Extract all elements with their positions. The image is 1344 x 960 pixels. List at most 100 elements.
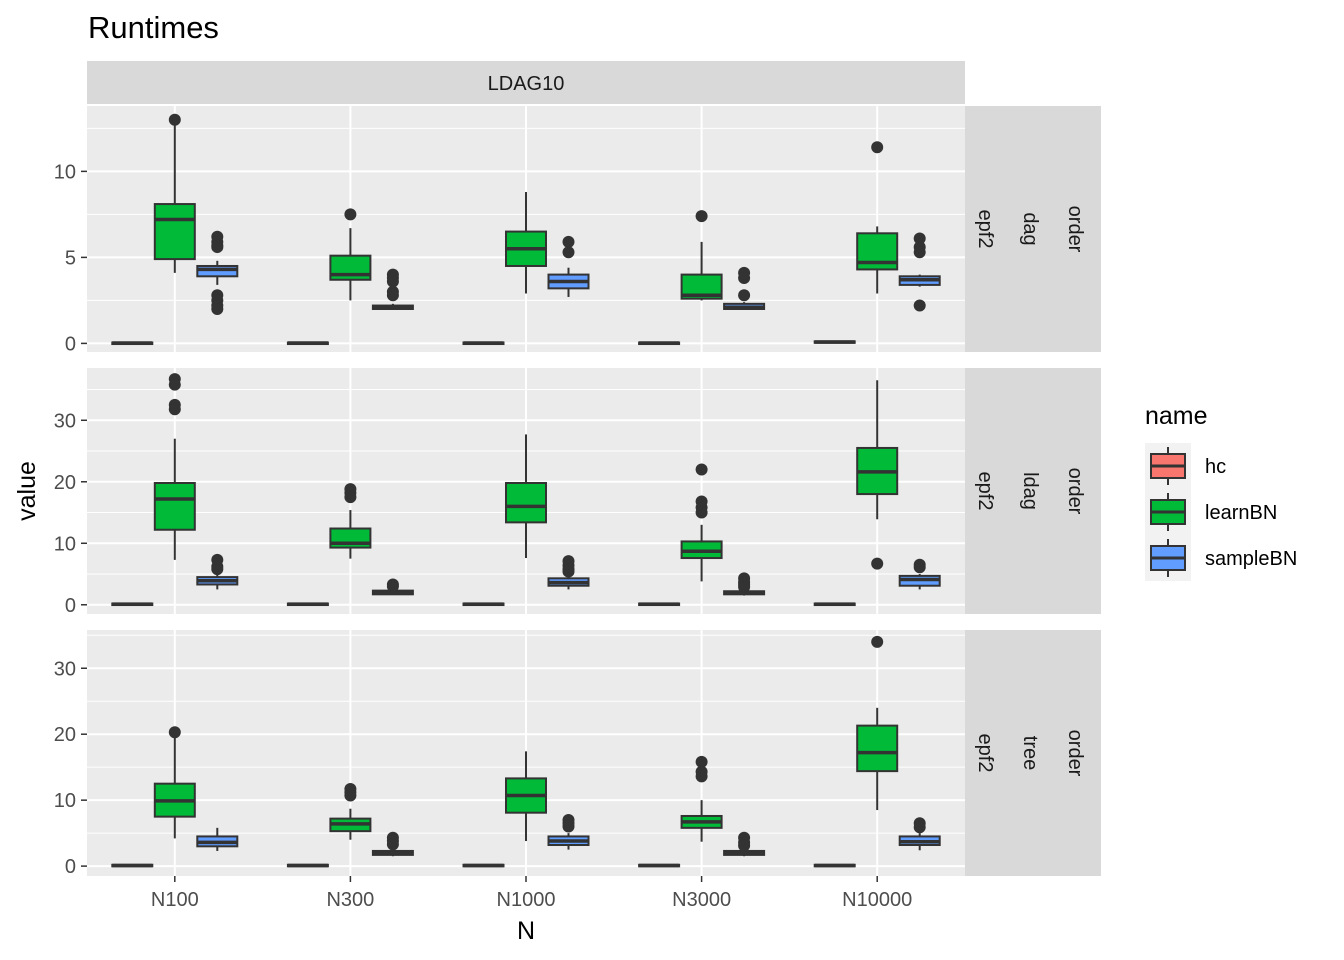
- box-sampleBN-N10000: [898, 558, 941, 590]
- y-tick-label: 0: [65, 595, 76, 617]
- box-learnBN-N300: [329, 782, 372, 840]
- box-body: [153, 482, 196, 531]
- box-learnBN-N10000: [856, 380, 899, 570]
- box-hc-N10000: [813, 602, 856, 607]
- box-sampleBN-N1000: [547, 555, 590, 590]
- box-learnBN-N1000: [505, 434, 547, 559]
- x-tick-label: N3000: [672, 889, 731, 911]
- box-sampleBN-N3000: [723, 831, 766, 857]
- outlier-point: [344, 208, 357, 221]
- outlier-point: [562, 565, 575, 578]
- outlier-point: [695, 755, 708, 768]
- y-tick-label: 10: [54, 790, 76, 812]
- outlier-point: [386, 580, 399, 593]
- outlier-point: [738, 289, 751, 302]
- panel-3: 0 10 20 30 epf2 tree order: [54, 630, 1101, 878]
- outlier-point: [168, 378, 181, 391]
- x-tick-label: N300: [326, 889, 374, 911]
- box-sampleBN-N100: [196, 827, 239, 851]
- legend-key-hc: hc: [1145, 443, 1226, 489]
- box-learnBN-N100: [153, 373, 196, 560]
- y-tick-label: 5: [65, 247, 76, 269]
- box-hc-N1000: [462, 863, 505, 868]
- box-sampleBN-N10000: [898, 232, 941, 312]
- y-tick-label: 10: [54, 533, 76, 555]
- y-tick-label: 0: [65, 856, 76, 878]
- box-learnBN-N1000: [505, 751, 547, 842]
- outlier-point: [562, 246, 575, 259]
- row-strip: [965, 630, 1101, 876]
- legend-label: hc: [1205, 456, 1226, 478]
- outlier-point: [695, 770, 708, 783]
- outlier-point: [386, 289, 399, 302]
- box-hc-N3000: [638, 341, 681, 346]
- x-axis-title: N: [517, 917, 535, 945]
- x-tick-label: N10000: [842, 889, 912, 911]
- outlier-point: [695, 463, 708, 476]
- outlier-point: [168, 403, 181, 416]
- outlier-point: [913, 299, 926, 312]
- outlier-point: [168, 113, 181, 126]
- outlier-point: [562, 235, 575, 248]
- box-hc-N300: [286, 602, 329, 607]
- box-hc-N100: [111, 863, 154, 868]
- outlier-point: [913, 246, 926, 259]
- outlier-point: [913, 561, 926, 574]
- legend-label: sampleBN: [1205, 548, 1297, 570]
- box-learnBN-N3000: [680, 755, 723, 842]
- box-sampleBN-N300: [371, 831, 414, 857]
- row-strip-label: ldag: [1019, 472, 1041, 510]
- panel-2: 0 10 20 30 epf2 ldag order: [54, 368, 1101, 617]
- row-strip-label: epf2: [974, 210, 996, 249]
- row-strip-label: epf2: [974, 472, 996, 511]
- y-axis-title: value: [13, 461, 41, 521]
- box-learnBN-N10000: [856, 635, 899, 811]
- outlier-point: [562, 820, 575, 833]
- outlier-point: [871, 635, 884, 648]
- box-learnBN-N3000: [680, 210, 723, 301]
- box-learnBN-N1000: [505, 192, 547, 294]
- outlier-point: [913, 821, 926, 834]
- box-learnBN-N100: [153, 113, 196, 273]
- column-strip-label: LDAG10: [488, 73, 565, 95]
- y-tick-label: 30: [54, 658, 76, 680]
- row-strip-label: dag: [1019, 212, 1041, 245]
- panels: 0 5 10 epf2 dag order 0 10 20 30 epf2 ldag order 0 10 2…: [54, 106, 1101, 911]
- box-body: [505, 482, 547, 524]
- chart-title: Runtimes: [88, 10, 219, 45]
- row-strip-label: order: [1064, 730, 1086, 777]
- box-sampleBN-N10000: [898, 817, 941, 851]
- box-learnBN-N300: [329, 208, 372, 301]
- legend-key-learnBN: learnBN: [1145, 489, 1277, 535]
- outlier-point: [386, 838, 399, 851]
- box-body: [153, 203, 196, 261]
- box-hc-N3000: [638, 863, 681, 868]
- outlier-point: [386, 275, 399, 288]
- row-strip-label: order: [1064, 206, 1086, 253]
- box-hc-N1000: [462, 602, 505, 607]
- panel-1: 0 5 10 epf2 dag order: [54, 106, 1101, 355]
- box-sampleBN-N100: [196, 553, 239, 590]
- y-tick-label: 30: [54, 410, 76, 432]
- outlier-point: [211, 302, 224, 315]
- outlier-point: [738, 580, 751, 593]
- box-sampleBN-N3000: [723, 572, 766, 596]
- column-strip: [87, 61, 965, 104]
- outlier-point: [211, 563, 224, 576]
- box-sampleBN-N1000: [547, 235, 590, 297]
- legend-label: learnBN: [1205, 502, 1277, 524]
- box-sampleBN-N1000: [547, 813, 590, 850]
- box-hc-N10000: [813, 863, 856, 868]
- box-sampleBN-N3000: [723, 266, 766, 310]
- box-hc-N100: [111, 602, 154, 607]
- x-tick-label: N1000: [497, 889, 556, 911]
- box-hc-N100: [111, 341, 154, 346]
- legend-keys: hc learnBN sampleBN: [1145, 443, 1297, 581]
- box-body: [856, 724, 899, 773]
- box-sampleBN-N100: [196, 230, 239, 315]
- outlier-point: [695, 210, 708, 223]
- legend: name hc learnBN sampleBN: [1145, 402, 1297, 581]
- outlier-point: [738, 839, 751, 852]
- outlier-point: [344, 789, 357, 802]
